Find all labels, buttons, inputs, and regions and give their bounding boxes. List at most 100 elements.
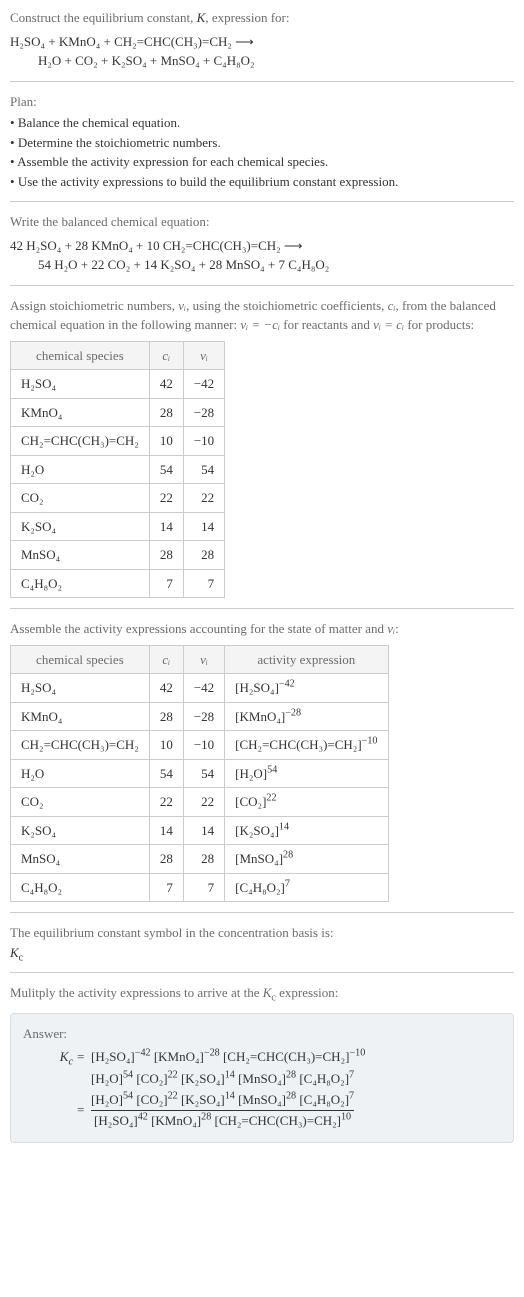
table-row: CH₂=CHC(CH₃)=CH₂10−10[CH₂=CHC(CH₃)=CH₂]−… (11, 731, 389, 760)
cell-species: H₂SO₄ (11, 674, 150, 703)
cell-activity: [C₄H₈O₂]7 (225, 873, 388, 902)
th-species: chemical species (11, 645, 150, 674)
answer-box: Answer: Kc = [H₂SO₄]−42 [KMnO₄]−28 [CH₂=… (10, 1013, 514, 1144)
activity-table: chemical species cᵢ νᵢ activity expressi… (10, 645, 389, 903)
cell-v: −42 (183, 370, 224, 399)
plan-item: Balance the chemical equation. (10, 113, 514, 133)
stoich-for-react: for reactants and (280, 317, 373, 332)
product-terms-line2: [H₂O]54 [CO₂]22 [K₂SO₄]14 [MnSO₄]28 [C₄H… (91, 1069, 354, 1089)
table-row: CO₂2222[CO₂]22 (11, 788, 389, 817)
cell-c: 14 (149, 816, 183, 845)
reaction-balanced-left: 42 H₂SO₄ + 28 KMnO₄ + 10 CH₂=CHC(CH₃)=CH… (10, 236, 514, 256)
table-row: C₄H₈O₂77 (11, 569, 225, 598)
reaction-unbalanced: H₂SO₄ + KMnO₄ + CH₂=CHC(CH₃)=CH₂ ⟶ H₂O +… (10, 32, 514, 71)
cell-species: CO₂ (11, 484, 150, 513)
table-row: KMnO₄28−28[KMnO₄]−28 (11, 702, 389, 731)
th-c: cᵢ (149, 341, 183, 370)
cell-c: 28 (149, 702, 183, 731)
cell-activity: [H₂O]54 (225, 759, 388, 788)
stoich-intro-1: Assign stoichiometric numbers, (10, 298, 178, 313)
th-v: νᵢ (183, 645, 224, 674)
cell-species: C₄H₈O₂ (11, 873, 150, 902)
th-species: chemical species (11, 341, 150, 370)
stoich-rel-react: νᵢ = −cᵢ (240, 317, 280, 332)
cell-v: 28 (183, 845, 224, 874)
cell-species: CH₂=CHC(CH₃)=CH₂ (11, 427, 150, 456)
cell-c: 22 (149, 788, 183, 817)
cell-species: KMnO₄ (11, 398, 150, 427)
table-row: H₂SO₄42−42 (11, 370, 225, 399)
balanced-section: Write the balanced chemical equation: 42… (10, 212, 514, 275)
plan-item: Assemble the activity expression for eac… (10, 152, 514, 172)
multiply-2: expression: (276, 985, 338, 1000)
symbol-line: The equilibrium constant symbol in the c… (10, 923, 514, 943)
kc-lhs: Kc = (55, 1047, 91, 1067)
table-row: C₄H₈O₂77[C₄H₈O₂]7 (11, 873, 389, 902)
answer-label: Answer: (23, 1024, 501, 1044)
multiply-1: Mulitply the activity expressions to arr… (10, 985, 263, 1000)
table-row: KMnO₄28−28 (11, 398, 225, 427)
stoich-for-prod: for products: (404, 317, 474, 332)
cell-v: 7 (183, 569, 224, 598)
cell-species: H₂O (11, 455, 150, 484)
table-header-row: chemical species cᵢ νᵢ (11, 341, 225, 370)
plan-title: Plan: (10, 92, 514, 112)
cell-v: −10 (183, 731, 224, 760)
prompt: Construct the equilibrium constant, K, e… (10, 8, 514, 71)
plan-list: Balance the chemical equation. Determine… (10, 113, 514, 191)
fraction: [H₂O]54 [CO₂]22 [K₂SO₄]14 [MnSO₄]28 [C₄H… (91, 1090, 354, 1130)
cell-c: 22 (149, 484, 183, 513)
divider (10, 285, 514, 286)
prompt-text-2: , expression for: (205, 10, 289, 25)
cell-c: 28 (149, 845, 183, 874)
plan: Plan: Balance the chemical equation. Det… (10, 92, 514, 192)
cell-species: H₂O (11, 759, 150, 788)
cell-c: 7 (149, 873, 183, 902)
th-c: cᵢ (149, 645, 183, 674)
cell-c: 28 (149, 398, 183, 427)
cell-activity: [CH₂=CHC(CH₃)=CH₂]−10 (225, 731, 388, 760)
cell-c: 54 (149, 759, 183, 788)
cell-activity: [K₂SO₄]14 (225, 816, 388, 845)
reaction-unbalanced-left: H₂SO₄ + KMnO₄ + CH₂=CHC(CH₃)=CH₂ ⟶ (10, 32, 514, 52)
cell-activity: [H₂SO₄]−42 (225, 674, 388, 703)
stoich-section: Assign stoichiometric numbers, νᵢ, using… (10, 296, 514, 599)
table-row: CO₂2222 (11, 484, 225, 513)
equals-sign: = (55, 1100, 91, 1120)
table-header-row: chemical species cᵢ νᵢ activity expressi… (11, 645, 389, 674)
plan-item: Determine the stoichiometric numbers. (10, 133, 514, 153)
balanced-intro: Write the balanced chemical equation: (10, 212, 514, 232)
cell-species: MnSO₄ (11, 541, 150, 570)
cell-v: 22 (183, 484, 224, 513)
table-row: H₂O5454 (11, 455, 225, 484)
cell-v: −42 (183, 674, 224, 703)
cell-c: 10 (149, 731, 183, 760)
th-activity: activity expression (225, 645, 388, 674)
cell-c: 10 (149, 427, 183, 456)
cell-v: 14 (183, 816, 224, 845)
stoich-ci: cᵢ (388, 298, 396, 313)
cell-activity: [KMnO₄]−28 (225, 702, 388, 731)
reaction-unbalanced-right: H₂O + CO₂ + K₂SO₄ + MnSO₄ + C₄H₈O₂ (38, 51, 514, 71)
cell-v: 7 (183, 873, 224, 902)
cell-c: 42 (149, 674, 183, 703)
stoich-nu: νᵢ (178, 298, 186, 313)
divider (10, 912, 514, 913)
cell-activity: [CO₂]22 (225, 788, 388, 817)
table-row: K₂SO₄1414 (11, 512, 225, 541)
table-row: CH₂=CHC(CH₃)=CH₂10−10 (11, 427, 225, 456)
cell-v: −10 (183, 427, 224, 456)
stoich-intro-2: , using the stoichiometric coefficients, (186, 298, 388, 313)
divider (10, 81, 514, 82)
cell-species: MnSO₄ (11, 845, 150, 874)
table-row: H₂SO₄42−42[H₂SO₄]−42 (11, 674, 389, 703)
divider (10, 608, 514, 609)
divider (10, 972, 514, 973)
cell-c: 14 (149, 512, 183, 541)
cell-v: 54 (183, 759, 224, 788)
fraction-denominator: [H₂SO₄]42 [KMnO₄]28 [CH₂=CHC(CH₃)=CH₂]10 (91, 1110, 354, 1131)
stoich-table: chemical species cᵢ νᵢ H₂SO₄42−42KMnO₄28… (10, 341, 225, 599)
table-row: MnSO₄2828 (11, 541, 225, 570)
cell-c: 54 (149, 455, 183, 484)
fraction-numerator: [H₂O]54 [CO₂]22 [K₂SO₄]14 [MnSO₄]28 [C₄H… (91, 1090, 354, 1110)
